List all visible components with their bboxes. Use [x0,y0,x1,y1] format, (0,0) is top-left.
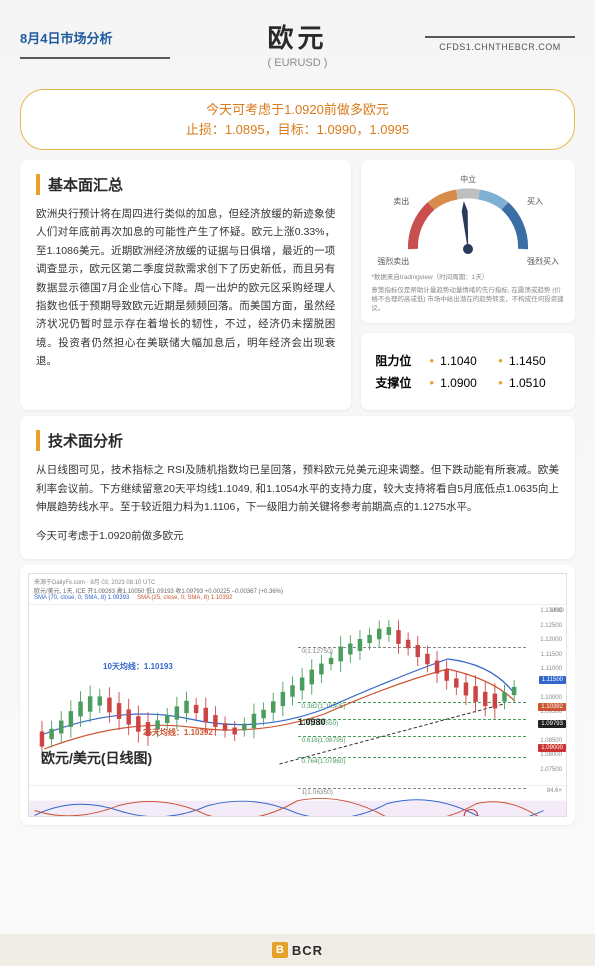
brand-logo-icon: B [272,942,288,958]
chart-title-overlay: 欧元/美元(日线图) [41,748,152,768]
chart-header: 来源于DailyFx.com · 8月 03, 2023 08:10 UTC 欧… [29,574,566,605]
ma10-label: 10天均线：1.10193 [103,661,173,672]
fundamental-body: 欧洲央行预计将在周四进行类似的加息，但经济放缓的新迹象使人们对年底前再次加息的可… [36,205,335,370]
oscillator-subchart: 84.6× 4月1017245月81522296月1219267月1017258… [29,785,566,817]
s2-value: 1.0510 [509,376,561,390]
technical-title: 技术面分析 [36,430,559,451]
levels-card: 阻力位 ●1.1040 ●1.1450 支撑位 ●1.0900 ●1.0510 [361,333,575,410]
gauge-label-strong-sell: 强烈卖出 [377,256,409,267]
gauge-disclaimer: 意策指标仅是帮助计量趋势动量情绪的先行指标, 在震荡或趋势 (价格不合理的高或低… [371,286,565,313]
resistance-label: 阻力位 [375,352,423,369]
r2-value: 1.1450 [509,354,561,368]
technical-body: 从日线图可见，技术指标之 RSI及随机指数均已呈回落，预料欧元兑美元迎来调整。但… [36,461,559,516]
date-label: 8月4日市场分析 [20,28,170,47]
page-header: 8月4日市场分析 欧元 ( EURUSD ) CFDS1.CHNTHEBCR.C… [0,0,595,75]
sentiment-gauge-card: 中立 卖出 买入 强烈卖出 强烈买入 *数据来自tradingvie [361,160,575,323]
s1-value: 1.0900 [440,376,492,390]
source-url: CFDS1.CHNTHEBCR.COM [425,42,575,52]
title-block: 欧元 ( EURUSD ) [170,18,425,69]
title-sub: ( EURUSD ) [170,57,425,69]
support-label: 支撑位 [375,374,423,391]
gauge-label-strong-buy: 强烈买入 [527,256,559,267]
gauge-label-buy: 买入 [527,196,543,207]
page-footer: B BCR [0,934,595,966]
gauge-icon [393,174,543,262]
fundamental-card: 基本面汇总 欧洲央行预计将在周四进行类似的加息，但经济放缓的新迹象使人们对年底前… [20,160,351,410]
trade-signal-box: 今天可考虑于1.0920前做多欧元 止损：1.0895，目标：1.0990，1.… [20,89,575,150]
pivot-label: 1.0980 [298,717,326,727]
technical-body2: 今天可考虑于1.0920前做多欧元 [36,527,559,545]
signal-entry: 今天可考虑于1.0920前做多欧元 [37,100,558,120]
price-chart-card: 来源于DailyFx.com · 8月 03, 2023 08:10 UTC 欧… [20,565,575,825]
brand-name: BCR [292,943,323,958]
fundamental-title: 基本面汇总 [36,174,335,195]
gauge-source: *数据来自tradingview（时间周期：1天） [371,273,565,282]
technical-card: 技术面分析 从日线图可见，技术指标之 RSI及随机指数均已呈回落，预料欧元兑美元… [20,416,575,559]
signal-targets: 止损：1.0895，目标：1.0990，1.0995 [37,120,558,140]
gauge-label-neutral: 中立 [460,174,476,185]
r1-value: 1.1040 [440,354,492,368]
title-main: 欧元 [170,18,425,55]
gauge-label-sell: 卖出 [393,196,409,207]
ma25-label: 25天均线：1.10392 [143,727,213,738]
